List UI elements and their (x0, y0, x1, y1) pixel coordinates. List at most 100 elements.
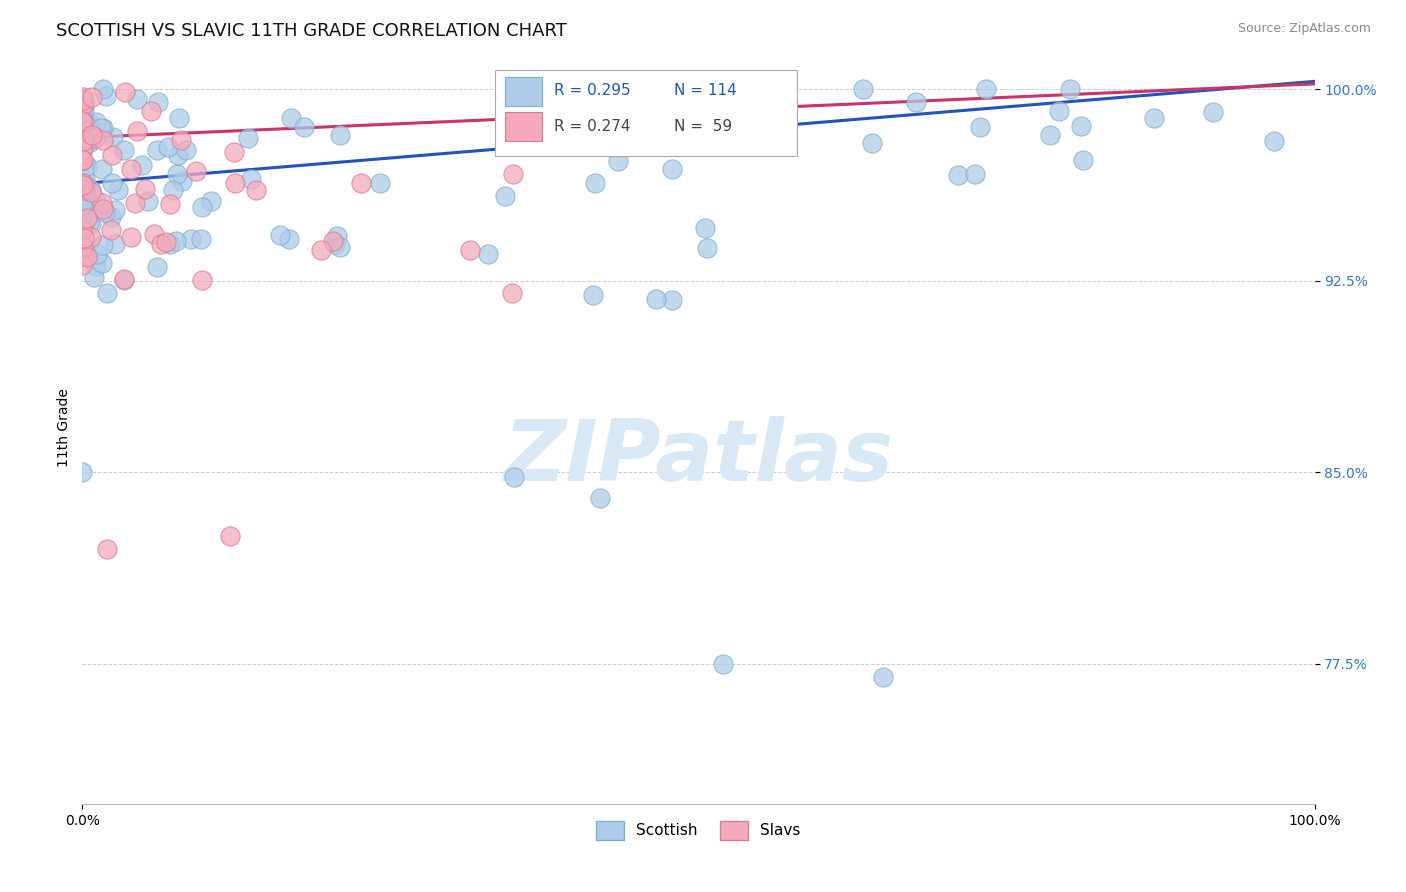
Point (156, 140, 179, 154)
Point (80, 229, 103, 244)
Point (589, 491, 612, 505)
Point (86, 247, 108, 261)
Point (76, 159, 98, 173)
Text: N = 114: N = 114 (673, 83, 737, 98)
Point (72, 103, 94, 117)
Point (141, 103, 163, 118)
Legend: Scottish, Slavs: Scottish, Slavs (591, 814, 807, 846)
Point (104, 237, 127, 252)
Point (84, 260, 107, 274)
Point (80, 217, 103, 231)
Point (79, 136, 101, 150)
Point (72, 153, 94, 168)
Point (79, 201, 101, 215)
Point (100, 223, 122, 237)
Point (494, 189, 516, 203)
Point (1059, 82, 1081, 96)
Point (76, 211, 98, 225)
Point (75, 194, 97, 209)
Point (502, 470, 524, 484)
Point (180, 232, 202, 246)
Bar (505, 77, 541, 105)
Point (73, 95, 96, 110)
Point (72, 217, 94, 231)
Point (269, 227, 291, 242)
Point (905, 95, 928, 109)
Point (93, 237, 115, 252)
Point (72, 235, 94, 249)
Point (73, 183, 96, 197)
Point (606, 153, 628, 168)
Point (661, 293, 683, 308)
Point (224, 176, 246, 190)
Point (90, 120, 112, 135)
Bar (505, 112, 541, 141)
Point (72, 258, 94, 272)
Point (1070, 120, 1092, 134)
Point (101, 177, 124, 191)
Point (75, 127, 97, 141)
Point (240, 172, 263, 186)
Point (219, 529, 242, 543)
Point (245, 183, 267, 197)
Point (72, 143, 94, 157)
Point (72, 138, 94, 153)
Text: SCOTTISH VS SLAVIC 11TH GRADE CORRELATION CHART: SCOTTISH VS SLAVIC 11TH GRADE CORRELATIO… (56, 22, 567, 40)
Point (191, 273, 214, 287)
Point (72, 239, 94, 253)
Point (134, 182, 156, 196)
Point (104, 203, 127, 218)
Point (96, 286, 118, 301)
Point (72, 103, 94, 117)
Point (72, 134, 94, 148)
Text: Source: ZipAtlas.com: Source: ZipAtlas.com (1237, 22, 1371, 36)
Point (112, 273, 135, 287)
Point (329, 240, 352, 254)
Point (120, 230, 142, 244)
Point (73, 249, 96, 263)
Point (72, 197, 94, 211)
Point (280, 112, 302, 126)
Point (114, 86, 136, 100)
Point (176, 143, 198, 157)
Point (477, 247, 499, 261)
Point (852, 82, 875, 96)
Point (1202, 105, 1225, 120)
Point (166, 167, 188, 181)
Point (91, 82, 114, 96)
Point (974, 82, 997, 96)
Point (94, 89, 117, 103)
Point (72, 222, 94, 236)
Point (278, 232, 301, 246)
Point (1047, 103, 1070, 118)
Point (501, 285, 523, 300)
Point (72, 153, 94, 168)
Point (167, 111, 190, 125)
Point (96, 541, 118, 556)
Point (721, 96, 744, 111)
Text: ZIPatlas: ZIPatlas (503, 417, 894, 500)
Text: R = 0.295: R = 0.295 (554, 83, 631, 98)
Point (645, 292, 668, 306)
Point (146, 95, 169, 110)
Point (222, 145, 245, 159)
Point (84, 131, 107, 145)
Point (80, 182, 103, 196)
Point (146, 143, 169, 157)
Point (711, 657, 734, 671)
Point (125, 124, 148, 138)
Point (190, 232, 212, 246)
Point (112, 272, 135, 286)
Point (79, 216, 101, 230)
Point (696, 241, 718, 255)
Point (693, 221, 716, 235)
Point (711, 132, 734, 146)
Point (322, 234, 344, 248)
Point (72, 241, 94, 255)
Point (84, 192, 107, 206)
Point (166, 148, 188, 162)
Point (83, 269, 105, 284)
Point (1071, 153, 1094, 168)
Point (860, 136, 883, 150)
Point (149, 236, 172, 251)
